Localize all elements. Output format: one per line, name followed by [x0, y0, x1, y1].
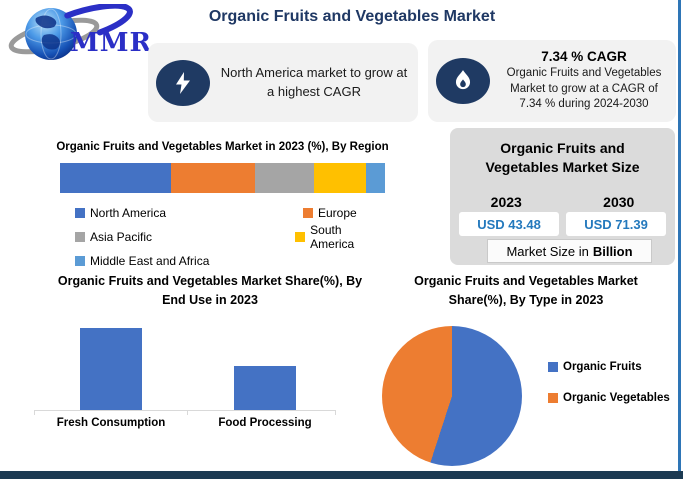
legend-item-north-america: North America: [75, 206, 303, 220]
label-food-processing: Food Processing: [218, 417, 312, 429]
organic-vegetables-swatch: [548, 393, 558, 403]
year-2023: 2023: [490, 194, 522, 210]
lightning-icon-badge: [156, 59, 210, 106]
axis-tick: [34, 410, 35, 415]
europe-swatch: [303, 208, 313, 218]
south-america-swatch: [295, 232, 306, 242]
bar-segment-europe: [170, 163, 255, 193]
region-legend: North America Europe Asia Pacific South …: [75, 206, 385, 271]
right-border-line: [678, 0, 681, 472]
north-america-swatch: [75, 208, 85, 218]
callout-cagr-detail: 7.34 % CAGR Organic Fruits and Vegetable…: [428, 40, 676, 122]
footnote-unit: Billion: [592, 243, 633, 259]
bar-segment-asia-pacific: [255, 163, 314, 193]
legend-item-south-america: South America: [295, 223, 385, 251]
market-size-values: USD 43.48 USD 71.39: [450, 212, 675, 236]
footer-bar: [0, 471, 683, 479]
legend-item-middle-east-africa: Middle East and Africa: [75, 254, 303, 268]
legend-item-asia-pacific: Asia Pacific: [75, 223, 295, 251]
logo-text: MMR: [70, 28, 153, 58]
bar-segment-south-america: [313, 163, 366, 193]
type-chart-title: Organic Fruits and Vegetables Market Sha…: [414, 274, 638, 308]
callout-north-america-cagr: North America market to grow at a highes…: [148, 43, 418, 122]
globe-icon: [8, 4, 133, 60]
callout-right-text: Organic Fruits and Vegetables Market to …: [506, 66, 662, 111]
region-stacked-bar: [60, 163, 385, 193]
bar-food-processing: [234, 366, 296, 410]
page-title: Organic Fruits and Vegetables Market: [208, 8, 496, 25]
mmr-logo: MMR: [6, 4, 156, 66]
enduse-chart-title: Organic Fruits and Vegetables Market Sha…: [57, 274, 363, 308]
pie-legend: Organic Fruits Organic Vegetables: [548, 361, 670, 423]
market-size-footnote: Market Size in Billion: [487, 239, 652, 263]
label-fresh-consumption: Fresh Consumption: [56, 417, 166, 429]
organic-fruits-swatch: [548, 362, 558, 372]
asia-pacific-swatch: [75, 232, 85, 242]
market-size-panel: Organic Fruits and Vegetables Market Siz…: [450, 128, 675, 265]
bar-fresh-consumption: [80, 328, 142, 410]
legend-label: South America: [310, 223, 355, 251]
callout-right-body: 7.34 % CAGR Organic Fruits and Vegetable…: [498, 49, 670, 114]
enduse-bar-chart: Fresh Consumption Food Processing: [34, 322, 336, 429]
legend-label: Middle East and Africa: [90, 254, 210, 268]
value-2023: USD 43.48: [459, 212, 559, 236]
legend-item-organic-fruits: Organic Fruits: [548, 361, 670, 373]
bar-segment-middle-east-and-africa: [365, 163, 385, 193]
cagr-value: 7.34 % CAGR: [541, 48, 627, 64]
value-2030: USD 71.39: [566, 212, 666, 236]
legend-label: Europe: [318, 206, 357, 220]
market-size-title: Organic Fruits and Vegetables Market Siz…: [450, 139, 675, 177]
year-2030: 2030: [603, 194, 635, 210]
market-size-title-line2: Vegetables Market Size: [485, 158, 640, 175]
type-pie-chart: [382, 326, 522, 466]
legend-label: North America: [90, 206, 167, 220]
legend-label: Asia Pacific: [90, 230, 153, 244]
bar-segment-north-america: [60, 163, 171, 193]
market-size-title-line1: Organic Fruits and: [500, 140, 625, 156]
footnote-prefix: Market Size in: [506, 243, 589, 259]
lightning-bolt-icon: [176, 71, 190, 94]
legend-item-organic-vegetables: Organic Vegetables: [548, 392, 670, 404]
middle-east-africa-swatch: [75, 256, 85, 266]
market-size-years: 2023 2030: [450, 194, 675, 210]
flame-icon: [455, 70, 471, 90]
axis-tick: [335, 410, 336, 415]
legend-label: Organic Fruits: [563, 361, 642, 373]
flame-icon-badge: [436, 58, 490, 104]
callout-left-text: North America market to grow at a highes…: [220, 64, 408, 99]
region-chart-title: Organic Fruits and Vegetables Market in …: [56, 141, 389, 153]
axis-tick: [187, 410, 188, 415]
legend-label: Organic Vegetables: [563, 392, 670, 404]
legend-item-europe: Europe: [303, 206, 357, 220]
